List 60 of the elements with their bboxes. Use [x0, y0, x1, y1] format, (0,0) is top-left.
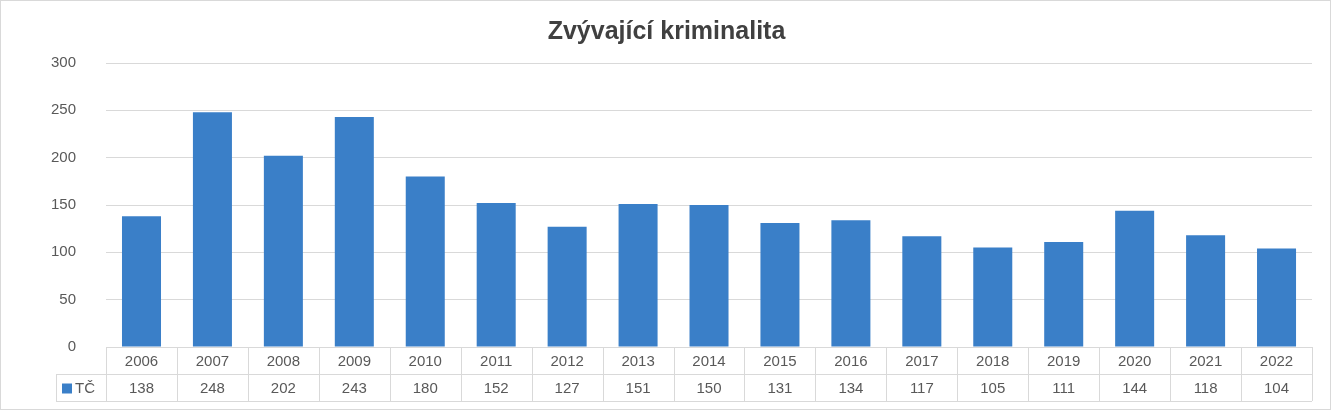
data-label: 152 [483, 378, 509, 396]
data-label: 111 [1052, 378, 1076, 396]
x-tick-label: 2018 [976, 351, 1010, 369]
bar [1115, 210, 1155, 347]
data-label: 151 [625, 378, 651, 396]
bar [618, 204, 658, 347]
data-label: 127 [554, 378, 580, 396]
x-tick-label: 2010 [408, 351, 442, 369]
data-label: 180 [412, 378, 438, 396]
x-tick-label: 2006 [124, 351, 159, 369]
x-tick-label: 2007 [195, 351, 230, 369]
x-tick-label: 2012 [550, 351, 584, 369]
x-tick-label: 2016 [834, 351, 868, 369]
bar [476, 203, 516, 347]
bar [689, 205, 729, 347]
data-label: 134 [838, 378, 864, 396]
x-tick-label: 2008 [266, 351, 301, 369]
x-tick-label: 2017 [905, 351, 939, 369]
data-label: 118 [1193, 378, 1218, 396]
data-label: 248 [199, 378, 225, 396]
data-label: 105 [980, 378, 1006, 396]
y-tick-label: 0 [67, 337, 77, 355]
x-tick-label: 2009 [337, 351, 371, 369]
y-tick-label: 250 [51, 100, 77, 118]
x-tick-label: 2019 [1047, 351, 1081, 369]
data-label: 117 [909, 378, 934, 396]
y-tick-label: 100 [51, 242, 77, 260]
bar [760, 222, 800, 347]
bar [263, 155, 303, 347]
data-label: 144 [1122, 378, 1148, 396]
x-tick-label: 2015 [763, 351, 797, 369]
data-label: 138 [128, 378, 155, 396]
data-label: 104 [1264, 378, 1290, 396]
x-tick-label: 2020 [1117, 351, 1152, 369]
bar [973, 247, 1013, 347]
y-tick-label: 50 [59, 289, 77, 307]
bar [831, 220, 871, 347]
bar [1044, 241, 1084, 347]
x-tick-label: 2013 [621, 351, 655, 369]
x-tick-label: 2021 [1188, 351, 1223, 369]
legend-label: TČ [75, 378, 96, 396]
y-tick-label: 150 [51, 195, 77, 213]
bar [1257, 248, 1297, 347]
x-tick-label: 2011 [480, 351, 513, 369]
data-label: 202 [270, 378, 296, 396]
x-tick-label: 2014 [692, 351, 726, 369]
chart-title: Zvývající kriminalita [547, 15, 787, 44]
data-label: 131 [767, 378, 793, 396]
bar [405, 176, 445, 347]
bar [192, 112, 232, 347]
bar [547, 226, 587, 347]
data-label: 150 [696, 378, 722, 396]
bar [902, 236, 942, 347]
y-tick-label: 200 [51, 147, 77, 165]
bar [334, 116, 374, 347]
data-label: 243 [341, 378, 367, 396]
y-tick-label: 300 [51, 53, 77, 71]
x-tick-label: 2022 [1259, 351, 1294, 369]
bar [1186, 235, 1226, 347]
bar [121, 216, 162, 347]
